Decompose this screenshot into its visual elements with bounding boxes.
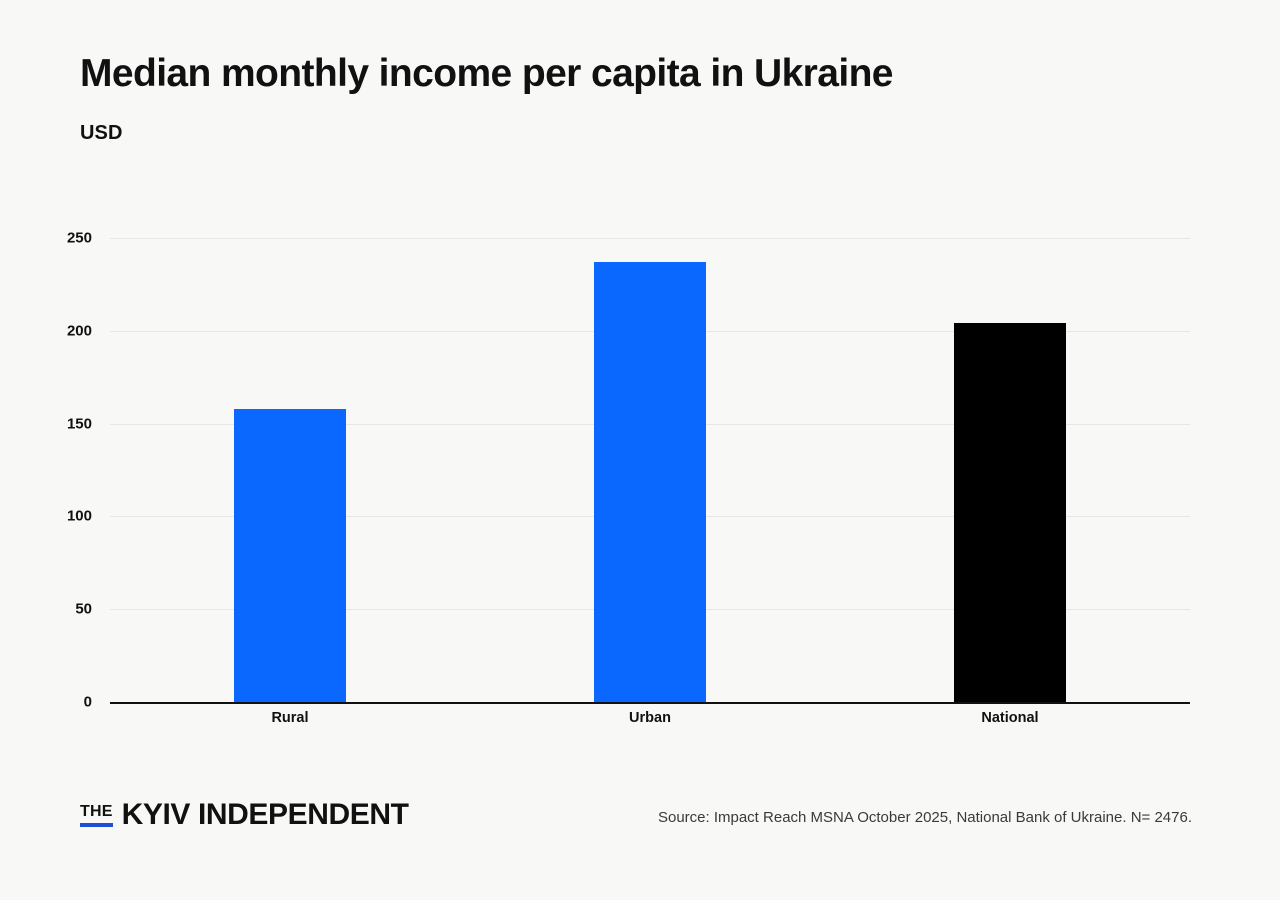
x-axis-label-urban: Urban [629,710,671,726]
bars-group [110,238,1190,702]
kyiv-independent-logo: THE KYIV INDEPENDENT [80,800,409,830]
y-axis-tick-label: 250 [66,229,92,247]
y-axis-tick-label: 50 [75,600,92,618]
gridline [110,238,1190,239]
bar-rural [234,408,346,702]
x-axis-line [110,702,1190,704]
chart-footer: THE KYIV INDEPENDENT Source: Impact Reac… [0,795,1280,855]
bar-national [954,323,1066,702]
page-title: Median monthly income per capita in Ukra… [80,52,894,95]
logo-the-text: THE [80,803,113,820]
y-axis-tick-label: 150 [66,415,92,433]
x-axis-label-national: National [981,710,1039,726]
y-axis-tick-label: 0 [83,693,92,711]
source-note: Source: Impact Reach MSNA October 2025, … [657,809,1192,826]
chart-header: Median monthly income per capita in Ukra… [80,52,1200,145]
logo-the-block: THE [80,804,113,830]
y-axis-tick-label: 200 [66,322,92,340]
logo-name-text: KYIV INDEPENDENT [121,798,409,831]
y-axis-unit-label: USD [80,121,123,144]
y-axis-tick-label: 100 [66,507,92,525]
logo-underline-rule [80,823,113,827]
x-axis-labels-group: Rural Urban National [110,710,1190,740]
bar-urban [594,262,706,702]
x-axis-label-rural: Rural [271,710,309,726]
